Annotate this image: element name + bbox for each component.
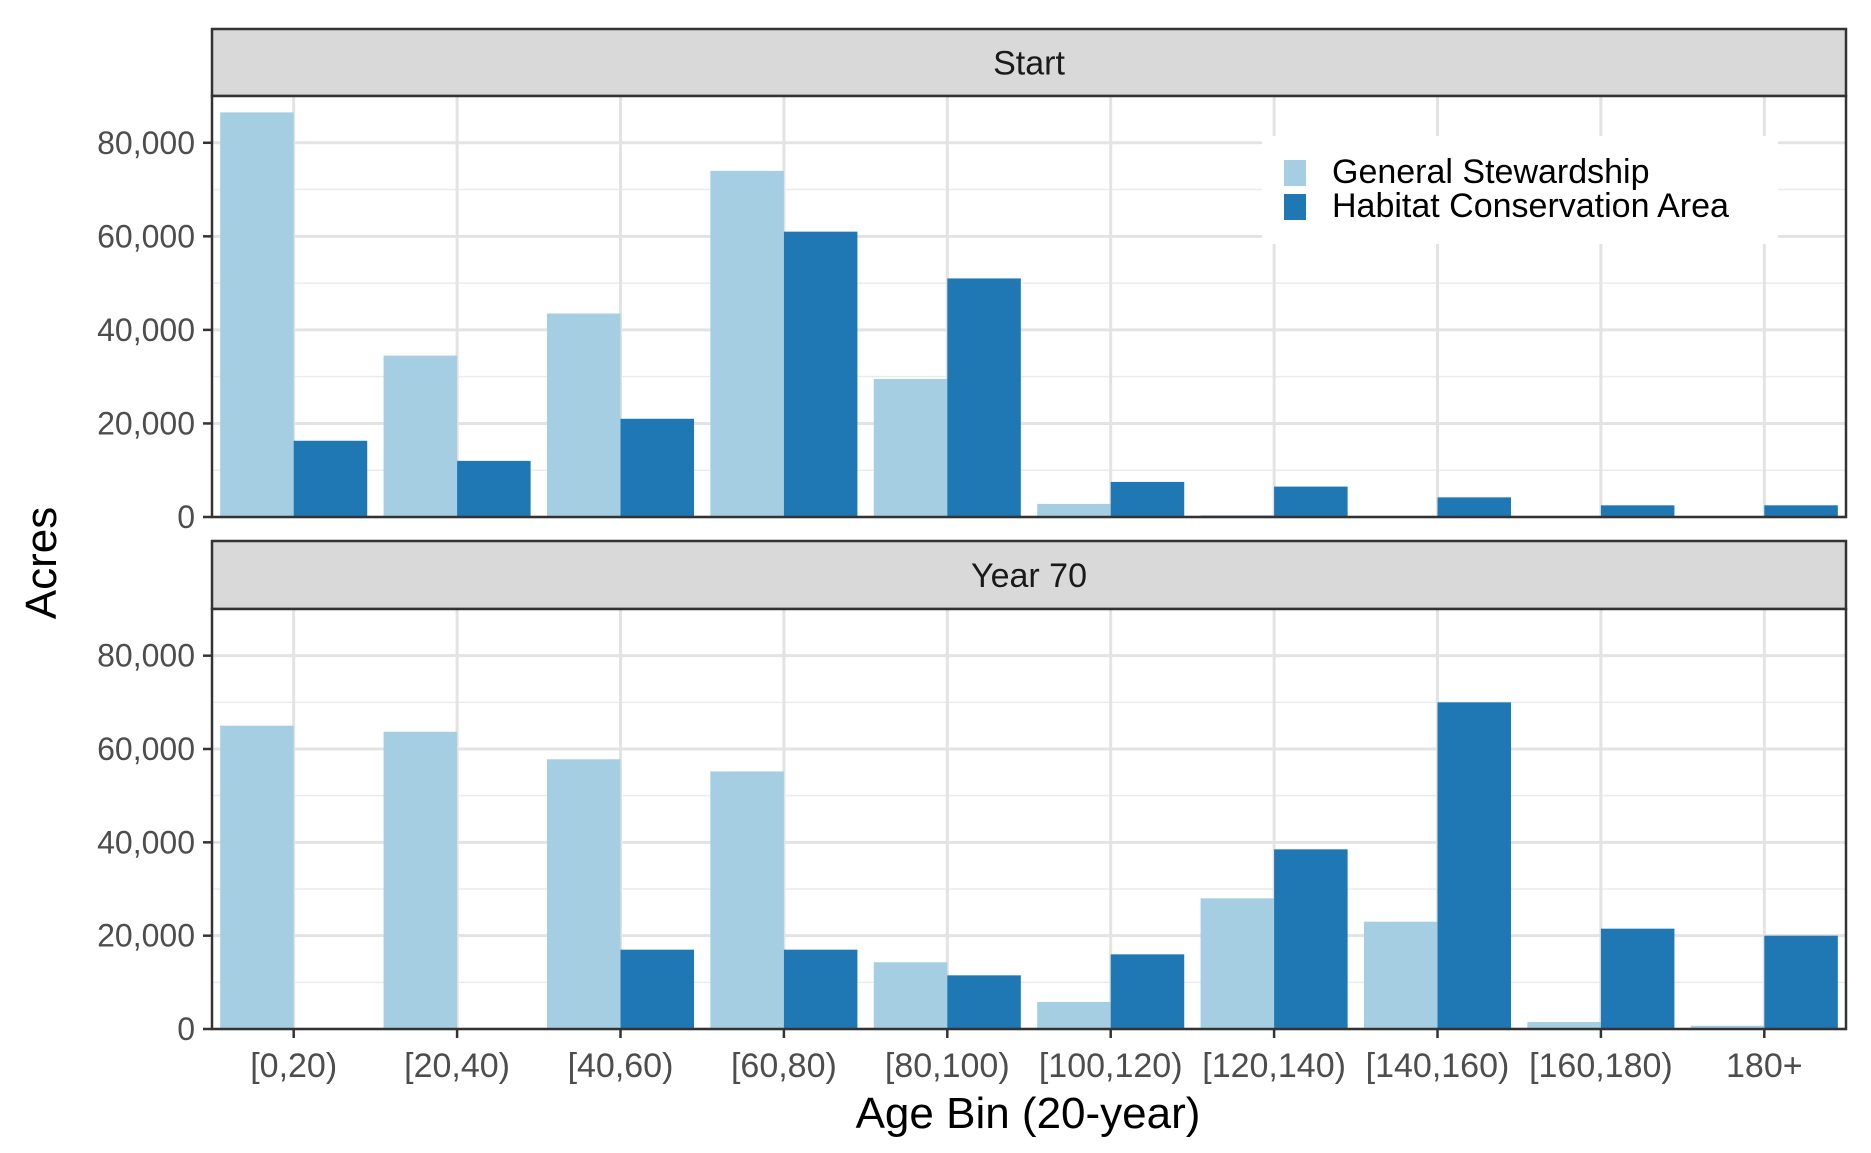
y-axis-title: Acres xyxy=(17,507,66,619)
bar-general-stewardship xyxy=(1527,1022,1601,1029)
facet-panel-2: Year 70 0 20,000 40,000 60,000 80,000 xyxy=(97,539,1848,1047)
panel-background xyxy=(212,609,1846,1029)
y-tick-label: 0 xyxy=(177,1011,195,1047)
bar-habitat-conservation-area xyxy=(293,440,368,517)
bar-general-stewardship xyxy=(710,771,784,1029)
x-tick-label: [120,140) xyxy=(1202,1047,1346,1085)
y-tick-label: 40,000 xyxy=(97,824,195,860)
bar-habitat-conservation-area xyxy=(620,949,695,1029)
bar-habitat-conservation-area xyxy=(457,460,531,517)
y-tick-label: 20,000 xyxy=(97,405,195,441)
bar-habitat-conservation-area xyxy=(1110,954,1185,1029)
bar-general-stewardship xyxy=(546,759,621,1029)
x-tick-label: [0,20) xyxy=(250,1047,337,1085)
x-tick-label: [140,160) xyxy=(1366,1047,1510,1085)
x-tick-label: [100,120) xyxy=(1039,1047,1183,1085)
x-tick-label: [80,100) xyxy=(885,1047,1010,1085)
legend-key xyxy=(1284,160,1306,186)
x-axis: [0,20) [20,40) [40,60) [60,80) [80,100) [100,… xyxy=(250,1029,1803,1085)
legend-label: General Stewardship xyxy=(1332,153,1650,191)
bar-habitat-conservation-area xyxy=(947,278,1021,517)
bar-habitat-conservation-area xyxy=(947,975,1021,1029)
facet-strip xyxy=(210,27,1848,98)
bar-habitat-conservation-area xyxy=(783,949,858,1029)
bar-general-stewardship xyxy=(383,355,458,517)
facet-panel-1: Start 0 20,000 40,000 60,000 80,000 xyxy=(97,27,1848,535)
bar-general-stewardship xyxy=(873,379,948,517)
x-tick-label: [160,180) xyxy=(1529,1047,1673,1085)
bar-habitat-conservation-area xyxy=(1600,928,1675,1029)
bar-general-stewardship xyxy=(1037,1001,1111,1029)
bar-general-stewardship xyxy=(220,725,294,1029)
bar-habitat-conservation-area xyxy=(1274,486,1348,517)
bar-general-stewardship xyxy=(1363,921,1438,1029)
bar-general-stewardship xyxy=(220,112,294,517)
bar-general-stewardship xyxy=(546,313,621,517)
y-tick-label: 20,000 xyxy=(97,918,195,954)
bar-general-stewardship xyxy=(1037,503,1111,517)
bar-habitat-conservation-area xyxy=(1764,505,1838,517)
y-tick-label: 80,000 xyxy=(97,125,195,161)
bar-general-stewardship xyxy=(383,731,458,1029)
legend-key xyxy=(1284,194,1306,220)
x-tick-label: [60,80) xyxy=(731,1047,837,1085)
panel-border xyxy=(210,607,1848,1031)
bar-habitat-conservation-area xyxy=(1110,481,1185,517)
x-tick-label: 180+ xyxy=(1726,1047,1803,1085)
facet-strip xyxy=(210,539,1848,611)
x-tick-label: [20,40) xyxy=(404,1047,510,1085)
bar-habitat-conservation-area xyxy=(1600,505,1675,517)
legend-label: Habitat Conservation Area xyxy=(1332,187,1729,225)
panel-border xyxy=(210,94,1848,519)
facet-strip-label: Start xyxy=(993,45,1065,83)
bar-general-stewardship xyxy=(1200,898,1275,1029)
legend-box xyxy=(1262,136,1778,244)
x-axis-title: Age Bin (20-year) xyxy=(856,1089,1201,1138)
bar-habitat-conservation-area xyxy=(620,418,695,517)
y-tick-label: 60,000 xyxy=(97,731,195,767)
x-tick-label: [40,60) xyxy=(568,1047,674,1085)
y-tick-label: 80,000 xyxy=(97,638,195,674)
bar-habitat-conservation-area xyxy=(783,231,858,517)
bar-habitat-conservation-area xyxy=(1437,497,1512,517)
bar-general-stewardship xyxy=(873,962,948,1029)
bar-habitat-conservation-area xyxy=(1274,849,1348,1029)
bar-habitat-conservation-area xyxy=(1437,702,1512,1029)
facet-strip-label: Year 70 xyxy=(971,557,1087,595)
bar-general-stewardship xyxy=(1690,1025,1765,1029)
y-tick-label: 60,000 xyxy=(97,218,195,254)
y-tick-label: 40,000 xyxy=(97,312,195,348)
y-tick-label: 0 xyxy=(177,499,195,535)
bar-habitat-conservation-area xyxy=(1764,935,1838,1029)
bar-general-stewardship xyxy=(710,170,784,517)
